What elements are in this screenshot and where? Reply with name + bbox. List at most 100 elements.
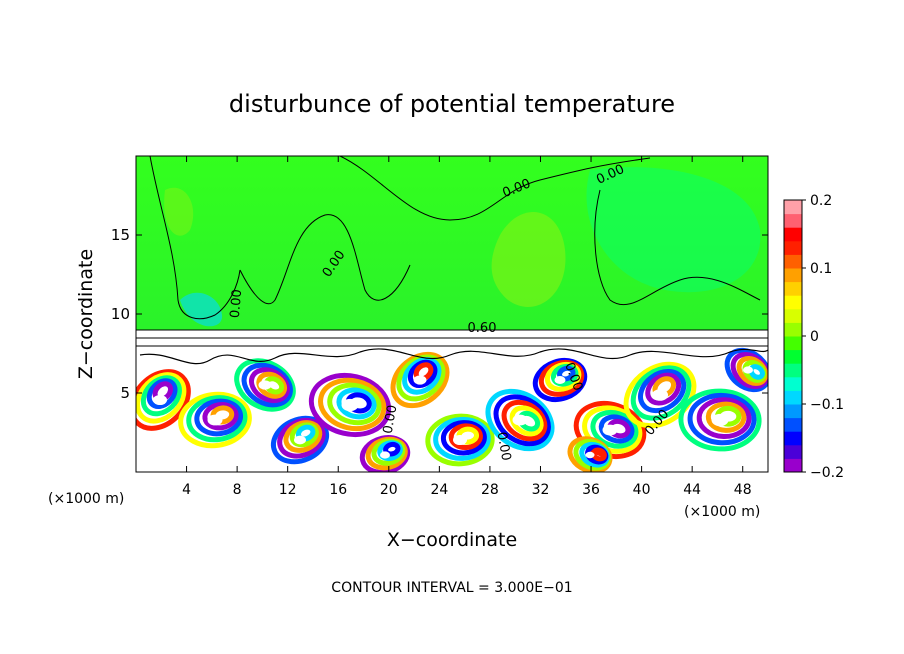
swirl-band	[402, 357, 442, 395]
colorbar-swatch	[784, 349, 802, 364]
x-tick-label: 16	[329, 482, 347, 498]
colorbar-swatch	[784, 376, 802, 391]
swirl-group	[136, 347, 768, 472]
colorbar-swatch	[784, 227, 802, 242]
x-tick-label: 48	[734, 482, 752, 498]
contour-line	[149, 156, 241, 320]
colorbar-swatch	[784, 444, 802, 459]
swirl-band	[318, 377, 387, 432]
swirl-band	[509, 405, 544, 437]
swirl-band	[308, 372, 392, 438]
swirl-core	[341, 398, 359, 412]
colorbar-swatch	[784, 458, 802, 473]
swirl-band	[336, 387, 377, 420]
swirl-band	[327, 382, 382, 426]
chart-title: disturbunce of potential temperature	[229, 90, 675, 118]
swirl-band	[289, 422, 319, 448]
contour-line	[339, 156, 651, 221]
swirl-band	[433, 416, 491, 461]
colorbar-swatch	[784, 417, 802, 432]
x-unit-label-right: (×1000 m)	[684, 504, 760, 520]
swirl-core	[294, 435, 306, 445]
swirl-band	[136, 369, 191, 431]
upper-warm-patch	[164, 187, 194, 236]
x-axis-label: X−coordinate	[387, 529, 517, 551]
colorbar-swatch	[784, 308, 802, 323]
swirl-band	[544, 361, 582, 392]
swirl-band	[623, 361, 697, 429]
contour-interval-note: CONTOUR INTERVAL = 3.000E−01	[331, 580, 572, 596]
swirl-core	[554, 376, 566, 384]
contour-lines: 0.000.000.000.000.600.000.000.000.00	[136, 156, 768, 462]
colorbar-swatch	[784, 213, 802, 228]
swirl-core	[153, 394, 167, 406]
swirl-band	[448, 423, 483, 451]
swirl-band	[598, 414, 635, 444]
upper-cool-patch	[180, 292, 223, 327]
colorbar-swatch	[784, 390, 802, 405]
swirl-band	[194, 398, 244, 437]
colorbar-swatch	[784, 431, 802, 446]
swirl-band	[638, 369, 687, 414]
colorbar-swatch	[784, 322, 802, 337]
x-tick-label: 12	[279, 482, 297, 498]
colorbar-swatch	[784, 281, 802, 296]
swirl-band	[277, 417, 326, 459]
x-tick-label: 36	[582, 482, 600, 498]
swirl-band	[146, 378, 178, 410]
contour-label: 0.00	[228, 289, 245, 319]
swirl-band	[248, 367, 290, 404]
swirl-band	[234, 358, 296, 412]
swirl-core	[413, 375, 427, 385]
swirl-band	[696, 397, 752, 440]
swirl-band	[485, 388, 555, 452]
swirl-band	[283, 420, 323, 453]
colorbar-tick-label: 0.2	[810, 193, 832, 209]
y-axis: 5 10 15	[111, 226, 768, 402]
x-tick-label: 32	[532, 482, 550, 498]
swirl-band	[440, 420, 487, 456]
swirl-band	[136, 372, 187, 424]
swirl-band	[241, 362, 293, 408]
swirl-band	[630, 365, 692, 421]
swirl-band	[590, 409, 639, 449]
swirl-band	[202, 402, 239, 431]
swirl-band	[383, 441, 401, 457]
swirl-band	[501, 399, 548, 442]
contour-label: 0.00	[381, 404, 401, 435]
y-tick-label: 10	[111, 305, 130, 323]
x-tick-label: 8	[233, 482, 242, 498]
swirl-core	[652, 389, 668, 401]
swirl-band	[645, 372, 682, 406]
colorbar-swatch	[784, 268, 802, 283]
swirl-band	[425, 413, 495, 467]
swirl-core	[602, 424, 618, 436]
swirl-band	[256, 371, 288, 399]
y-tick-label: 5	[120, 384, 130, 402]
x-tick-label: 44	[683, 482, 701, 498]
interface-band	[136, 330, 768, 348]
y-tick-label: 15	[111, 226, 130, 244]
plot-area: 0.000.000.000.000.600.000.000.000.00	[136, 156, 768, 472]
x-axis: 4 8 12 16 20 24 28 32 36 40 44 48	[182, 156, 752, 498]
swirl-core	[207, 414, 223, 426]
colorbar-swatch	[784, 363, 802, 378]
swirl-band	[557, 365, 576, 382]
upper-cool-patch	[586, 167, 761, 293]
swirl-band	[493, 394, 551, 447]
x-tick-label: 24	[430, 482, 448, 498]
colorbar-swatch	[784, 240, 802, 255]
colorbar-tick-label: 0	[810, 329, 819, 345]
upper-warm-patch	[491, 212, 566, 307]
contour-label: 0.60	[468, 321, 497, 336]
colorbar-swatch	[784, 404, 802, 419]
colorbar-tick-label: −0.1	[810, 397, 844, 413]
swirl-core	[380, 451, 390, 459]
colorbar-swatch	[784, 200, 802, 215]
swirl-band	[705, 401, 747, 433]
swirl-band	[186, 395, 248, 443]
x-tick-label: 28	[481, 482, 499, 498]
upper-layer-field	[136, 156, 768, 332]
swirl-core	[453, 434, 467, 446]
